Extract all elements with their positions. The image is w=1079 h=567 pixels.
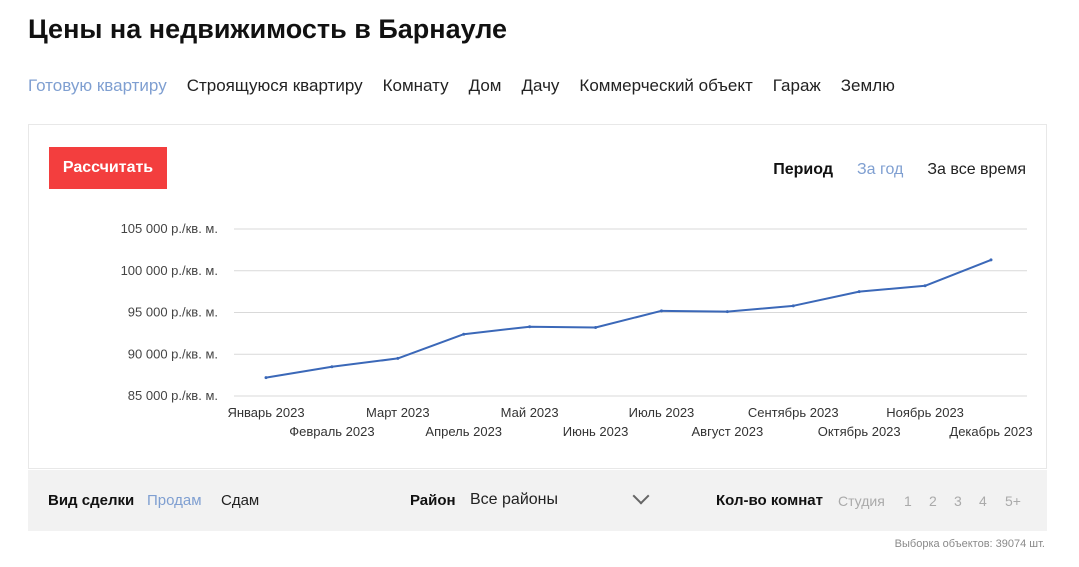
data-point xyxy=(725,310,729,314)
rooms-option-1[interactable]: 1 xyxy=(904,493,912,509)
x-tick-label: Декабрь 2023 xyxy=(949,424,1032,439)
rooms-option-4[interactable]: 4 xyxy=(979,493,987,509)
district-label: Район xyxy=(410,492,456,509)
deal-option-rent[interactable]: Сдам xyxy=(221,492,260,509)
tab-land[interactable]: Землю xyxy=(840,76,895,95)
x-tick-label: Ноябрь 2023 xyxy=(886,405,964,420)
period-option-year[interactable]: За год xyxy=(856,161,904,178)
rooms-option-5plus[interactable]: 5+ xyxy=(1005,493,1021,509)
data-point xyxy=(923,284,927,288)
y-tick-label: 105 000 р./кв. м. xyxy=(121,221,218,236)
district-select[interactable]: Все районы xyxy=(470,491,558,508)
x-tick-label: Июль 2023 xyxy=(629,405,695,420)
data-point xyxy=(791,304,795,308)
tab-dacha[interactable]: Дачу xyxy=(521,76,560,95)
x-tick-label: Сентябрь 2023 xyxy=(748,405,839,420)
deal-option-sell[interactable]: Продам xyxy=(147,492,202,509)
period-selector: Период За год За все время xyxy=(773,161,1026,179)
data-point xyxy=(462,332,466,336)
deal-type-label: Вид сделки xyxy=(48,492,135,509)
tab-garage[interactable]: Гараж xyxy=(772,76,821,95)
property-type-tabs: Готовую квартиру Строящуюся квартиру Ком… xyxy=(28,76,915,96)
x-tick-label: Март 2023 xyxy=(366,405,430,420)
chevron-down-icon[interactable] xyxy=(632,487,650,505)
tab-new-apartment[interactable]: Строящуюся квартиру xyxy=(186,76,363,95)
x-tick-label: Август 2023 xyxy=(692,424,764,439)
y-tick-label: 100 000 р./кв. м. xyxy=(121,263,218,278)
tab-ready-apartment[interactable]: Готовую квартиру xyxy=(28,76,167,95)
period-option-all-time[interactable]: За все время xyxy=(927,161,1026,178)
tab-commercial[interactable]: Коммерческий объект xyxy=(579,76,753,95)
x-tick-label: Октябрь 2023 xyxy=(818,424,901,439)
calculate-button[interactable]: Рассчитать xyxy=(49,147,167,189)
period-label: Период xyxy=(773,161,833,178)
tab-room[interactable]: Комнату xyxy=(382,76,449,95)
rooms-option-2[interactable]: 2 xyxy=(929,493,937,509)
y-tick-label: 85 000 р./кв. м. xyxy=(128,388,218,403)
tab-house[interactable]: Дом xyxy=(468,76,502,95)
data-point xyxy=(594,326,598,330)
x-tick-label: Январь 2023 xyxy=(227,405,304,420)
y-tick-label: 90 000 р./кв. м. xyxy=(128,346,218,361)
series-line xyxy=(265,258,992,379)
data-point xyxy=(330,365,334,369)
rooms-option-3[interactable]: 3 xyxy=(954,493,962,509)
rooms-label: Кол-во комнат xyxy=(716,492,823,509)
x-tick-label: Июнь 2023 xyxy=(563,424,629,439)
data-point xyxy=(528,325,532,329)
x-tick-label: Апрель 2023 xyxy=(425,424,502,439)
data-point xyxy=(857,290,861,294)
x-tick-label: Май 2023 xyxy=(501,405,559,420)
sample-count: Выборка объектов: 39074 шт. xyxy=(894,538,1045,550)
filter-bar: Вид сделки Продам Сдам Район Все районы … xyxy=(28,470,1047,531)
x-tick-label: Февраль 2023 xyxy=(289,424,374,439)
data-point xyxy=(989,258,993,262)
y-tick-label: 95 000 р./кв. м. xyxy=(128,305,218,320)
rooms-option-studio[interactable]: Студия xyxy=(838,493,885,509)
data-point xyxy=(659,309,663,313)
page-title: Цены на недвижимость в Барнауле xyxy=(28,14,508,44)
data-point xyxy=(264,376,268,380)
price-line-chart: 85 000 р./кв. м. 90 000 р./кв. м. 95 000 р… xyxy=(121,221,1033,439)
data-point xyxy=(396,356,400,360)
chart-panel: Рассчитать Период За год За все время 85… xyxy=(28,124,1047,469)
